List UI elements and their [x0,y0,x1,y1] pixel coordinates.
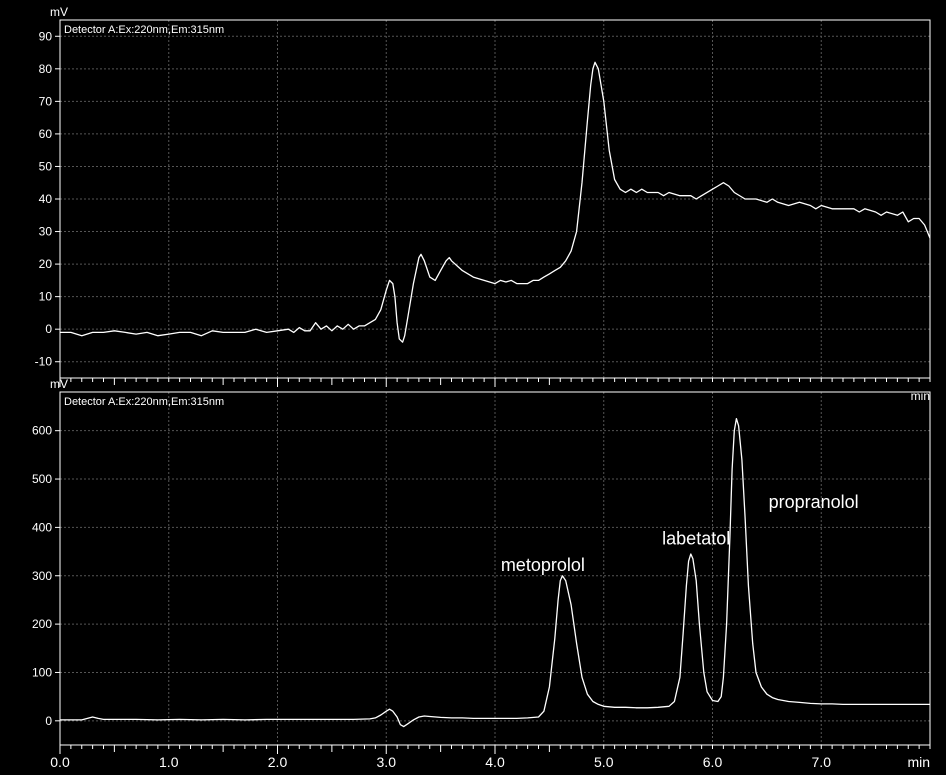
y-axis: 0 100 200 300 400 500 600 [32,424,60,728]
x-tick-label: 5.0 [594,754,614,770]
x-tick-label: 2.0 [268,754,288,770]
y-tick-label: 200 [32,617,52,631]
y-tick-label: 400 [32,520,52,534]
y-tick-label: 300 [32,569,52,583]
x-tick-label: 3.0 [377,754,397,770]
x-axis: 0.0 1.0 2.0 3.0 4.0 5.0 6.0 7.0 [50,745,930,770]
gridlines [60,392,930,745]
x-tick-label: 6.0 [703,754,723,770]
y-axis-unit: mV [50,377,68,391]
peak-label: labetatol [662,528,730,548]
detector-label: Detector A:Ex:220nm,Em:315nm [64,396,224,408]
x-tick-label: 0.0 [50,754,70,770]
y-tick-label: 100 [32,665,52,679]
y-tick-label: 600 [32,424,52,438]
y-tick-label: 0 [45,714,52,728]
x-tick-label: 1.0 [159,754,179,770]
x-tick-label: 4.0 [485,754,505,770]
x-axis-unit: min [907,754,930,770]
y-tick-label: 500 [32,472,52,486]
x-tick-label: 7.0 [812,754,832,770]
peak-label: metoprolol [501,555,585,575]
peak-label: propranolol [769,492,859,512]
